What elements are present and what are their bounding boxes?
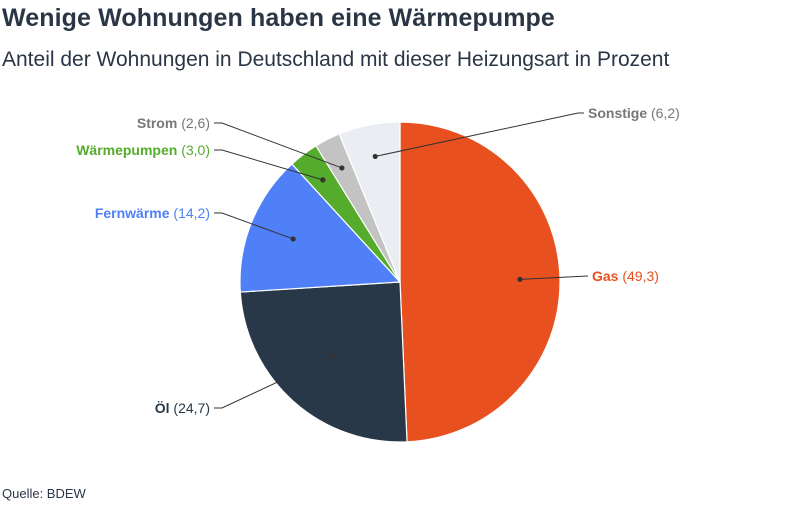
connector-dot-öl	[331, 353, 337, 359]
pie-slice-öl	[239, 281, 408, 443]
slice-value-öl: (24,7)	[173, 400, 210, 416]
source-note: Quelle: BDEW	[2, 486, 86, 501]
slice-label-sonstige: Sonstige (6,2)	[588, 105, 680, 121]
connector-line-wärmepumpen	[214, 149, 323, 181]
slice-label-öl: Öl (24,7)	[155, 400, 210, 416]
slice-name-wärmepumpen: Wärmepumpen	[76, 142, 181, 158]
pie-slice-sonstige	[338, 121, 401, 283]
slice-label-fernwärme: Fernwärme (14,2)	[95, 205, 210, 221]
slice-value-gas: (49,3)	[622, 268, 659, 284]
slice-name-sonstige: Sonstige	[588, 105, 651, 121]
connector-dot-fernwärme	[290, 236, 296, 242]
slice-value-fernwärme: (14,2)	[173, 205, 210, 221]
connector-dot-gas	[517, 276, 523, 282]
pie-slice-fernwärme	[239, 163, 402, 293]
slice-name-gas: Gas	[592, 268, 622, 284]
connector-dot-sonstige	[372, 153, 378, 160]
slice-name-öl: Öl	[155, 400, 174, 416]
pie-slice-gas	[399, 121, 561, 443]
connector-line-strom	[214, 122, 343, 169]
slice-value-sonstige: (6,2)	[651, 105, 680, 121]
slice-label-strom: Strom (2,6)	[137, 115, 210, 131]
slice-value-strom: (2,6)	[181, 115, 210, 131]
connector-dot-wärmepumpen	[320, 177, 326, 183]
chart-title: Wenige Wohnungen haben eine Wärmepumpe	[2, 4, 555, 32]
pie-chart: Gas (49,3) Öl (24,7) Fernwärme (14,2) Wärme…	[76, 105, 680, 443]
slice-value-wärmepumpen: (3,0)	[181, 142, 210, 158]
connector-line-sonstige	[375, 112, 584, 157]
slice-name-strom: Strom	[137, 115, 181, 131]
connector-line-fernwärme	[214, 212, 294, 240]
connector-line-gas	[519, 275, 589, 280]
connector-line-öl	[214, 355, 334, 409]
chart-subtitle: Anteil der Wohnungen in Deutschland mit …	[2, 48, 670, 71]
connector-dot-strom	[339, 165, 345, 171]
slice-label-wärmepumpen: Wärmepumpen (3,0)	[76, 142, 210, 158]
slice-name-fernwärme: Fernwärme	[95, 205, 174, 221]
slice-label-gas: Gas (49,3)	[592, 268, 659, 284]
